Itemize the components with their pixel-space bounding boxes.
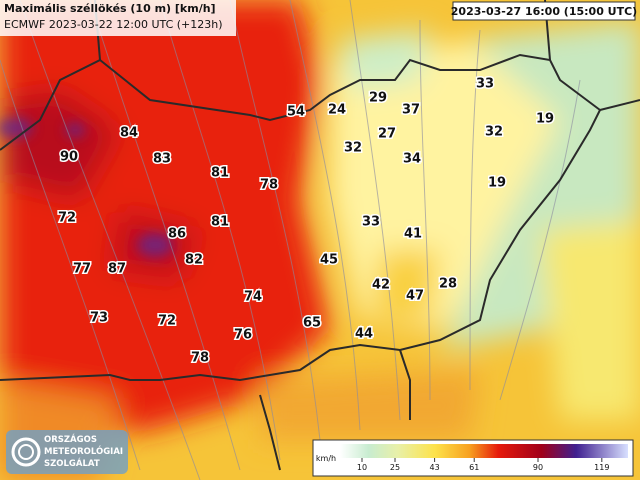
wind-gust-value: 78 (191, 351, 209, 366)
wind-gust-value: 81 (211, 215, 229, 230)
wind-gust-value: 72 (58, 211, 76, 226)
wind-gust-value: 90 (60, 150, 78, 165)
wind-gust-value: 41 (404, 227, 422, 242)
model-run: ECMWF 2023-03-22 12:00 UTC (+123h) (4, 18, 223, 31)
wind-gust-value: 87 (108, 262, 126, 277)
wind-gust-value: 45 (320, 253, 338, 268)
wind-gust-value: 74 (244, 290, 262, 305)
wind-gust-value: 84 (120, 126, 138, 141)
wind-gust-value: 77 (73, 262, 91, 277)
legend-tick-label: 25 (390, 463, 400, 472)
wind-gust-value: 28 (439, 277, 457, 292)
wind-gust-value: 47 (406, 289, 424, 304)
wind-gust-value: 83 (153, 152, 171, 167)
wind-gust-value: 29 (369, 91, 387, 106)
legend: km/h 10 25 43 61 90 119 (312, 439, 634, 477)
legend-tick-label: 43 (430, 463, 440, 472)
wind-gust-value: 34 (403, 152, 421, 167)
wind-gust-value: 73 (90, 311, 108, 326)
wind-gust-value: 19 (536, 112, 554, 127)
wind-gust-value: 24 (328, 103, 346, 118)
wind-gust-value: 42 (372, 278, 390, 293)
streamlines (0, 0, 581, 480)
wind-gust-value: 72 (158, 314, 176, 329)
valid-time: 2023-03-27 16:00 (15:00 UTC) (451, 5, 637, 18)
wind-gust-value: 82 (185, 253, 203, 268)
wind-gust-value: 37 (402, 103, 420, 118)
map-labels: 54 24 29 37 33 84 90 83 27 32 32 19 34 81 78 19 72 81 33 86… (56, 75, 555, 367)
header-box: Maximális széllökés (10 m) [km/h] ECMWF … (0, 0, 637, 36)
wind-gust-value: 19 (488, 176, 506, 191)
legend-tick-label: 119 (594, 463, 609, 472)
logo-text: METEOROLÓGIAI (44, 445, 123, 457)
logo-text: ORSZÁGOS (44, 433, 97, 445)
wind-gust-value: 27 (378, 127, 396, 142)
wind-gust-value: 32 (344, 141, 362, 156)
wind-gust-value: 32 (485, 125, 503, 140)
wind-gust-value: 54 (287, 105, 305, 120)
wind-gust-value: 65 (303, 316, 321, 331)
wind-gust-value: 33 (362, 215, 380, 230)
legend-tick-label: 90 (533, 463, 543, 472)
wind-gust-value: 86 (168, 227, 186, 242)
map-title: Maximális széllökés (10 m) [km/h] (4, 2, 216, 15)
logo: ORSZÁGOS METEOROLÓGIAI SZOLGÁLAT (6, 430, 128, 474)
wind-gust-value: 33 (476, 77, 494, 92)
logo-text: SZOLGÁLAT (44, 457, 100, 469)
legend-tick-label: 61 (469, 463, 479, 472)
wind-gust-value: 76 (234, 328, 252, 343)
wind-gust-value: 78 (260, 178, 278, 193)
legend-unit: km/h (316, 454, 336, 463)
wind-gust-value: 81 (211, 166, 229, 181)
legend-tick-label: 10 (357, 463, 367, 472)
wind-gust-value: 44 (355, 327, 373, 342)
